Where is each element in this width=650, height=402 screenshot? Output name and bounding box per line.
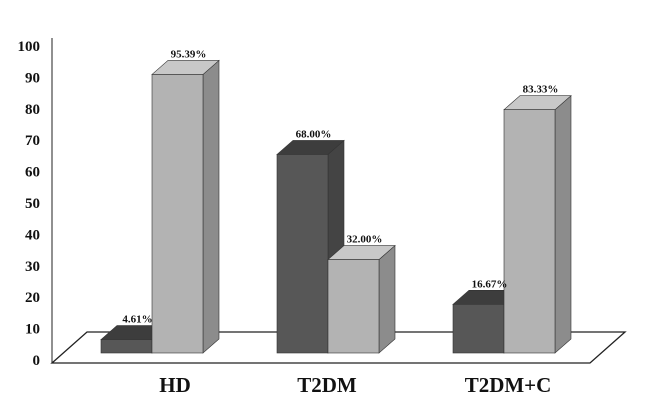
y-axis: 0 10 20 30 40 50 60 70 80 90 100 <box>18 39 41 369</box>
x-tick-label: T2DM <box>297 373 357 397</box>
bar <box>327 244 396 354</box>
y-tick-label: 70 <box>25 133 40 149</box>
data-label: 95.39% <box>171 48 207 60</box>
y-tick-label: 100 <box>18 39 41 55</box>
bar-front <box>452 304 505 354</box>
data-label: 83.33% <box>523 84 559 96</box>
bar-side <box>554 95 572 354</box>
x-tick-label: HD <box>159 373 191 397</box>
data-label: 32.00% <box>347 234 383 246</box>
bar-side <box>378 244 396 354</box>
y-tick-label: 50 <box>25 196 40 212</box>
y-tick-label: 20 <box>25 290 40 306</box>
data-label: 4.61% <box>122 314 152 326</box>
y-tick-label: 0 <box>33 353 41 369</box>
x-tick-label: T2DM+C <box>465 373 552 397</box>
y-tick-label: 60 <box>25 165 40 181</box>
bar <box>151 59 220 354</box>
data-label: 16.67% <box>472 278 508 290</box>
bar <box>276 139 345 354</box>
bar-front <box>276 154 329 354</box>
bar-front <box>151 74 204 354</box>
y-tick-label: 30 <box>25 259 40 275</box>
y-tick-label: 80 <box>25 102 40 118</box>
bar-front <box>100 339 153 354</box>
x-axis-categories: HD T2DM T2DM+C <box>159 373 551 397</box>
bar-front <box>503 109 556 354</box>
y-tick-label: 90 <box>25 70 40 86</box>
y-tick-label: 40 <box>25 227 40 243</box>
bar <box>503 95 572 354</box>
bar-side <box>202 59 220 354</box>
bar-front <box>327 259 380 354</box>
y-tick-label: 10 <box>25 322 40 338</box>
data-label: 68.00% <box>296 128 332 140</box>
bars <box>100 59 572 354</box>
data-labels: 4.61% 95.39% 68.00% 32.00% 16.67% 83.33% <box>122 48 558 325</box>
